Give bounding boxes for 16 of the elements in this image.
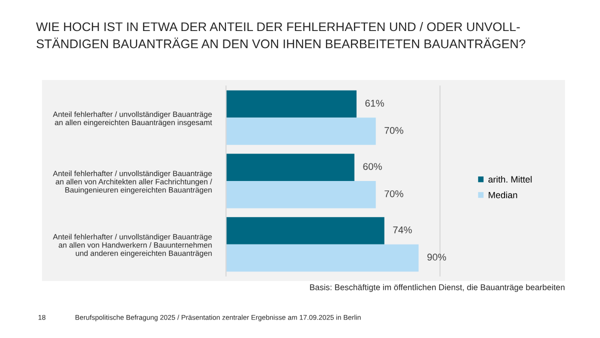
data-label: 70% bbox=[384, 190, 404, 198]
data-label: 74% bbox=[393, 226, 412, 234]
bar bbox=[226, 181, 376, 208]
bar bbox=[226, 217, 384, 244]
bar bbox=[226, 154, 354, 181]
bar bbox=[226, 90, 357, 118]
data-label: 60% bbox=[363, 163, 382, 170]
data-label: 90% bbox=[427, 254, 446, 261]
data-label: 70% bbox=[384, 127, 404, 134]
data-label: 61% bbox=[365, 100, 384, 107]
text: Basis: Beschäftigte im öffentlichen Dienst, die Bauanträge bearbeiten bbox=[310, 284, 564, 292]
chart-title: WIE HOCH IST IN ETWA DER ANTEIL DER FEHLERHAFTEN UND / ODER UNVOLL- STÄNDIGEN BAUANTRÄGE AN DEN VON IHNEN BEARBEITETEN BAUANTRÄGEN? bbox=[36, 22, 526, 48]
bar bbox=[226, 244, 419, 272]
bar bbox=[226, 118, 376, 145]
legend-label: Median bbox=[488, 192, 518, 198]
legend-label: arith. Mittel bbox=[488, 176, 532, 183]
